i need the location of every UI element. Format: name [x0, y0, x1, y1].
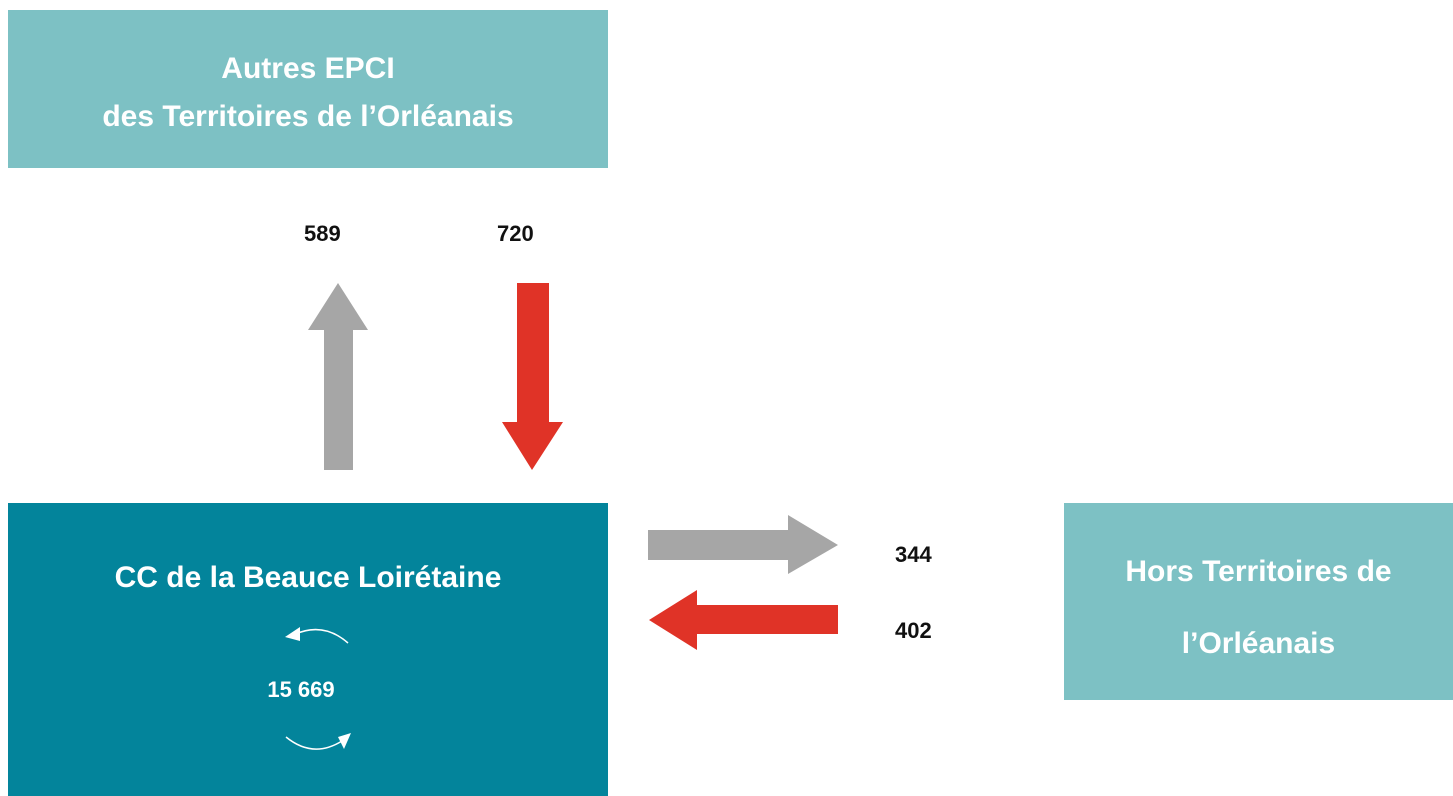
flow-value: 589 — [304, 221, 341, 246]
box-autres-epci: Autres EPCI des Territoires de l’Orléana… — [8, 10, 608, 168]
box-line: Hors Territoires de — [1125, 555, 1392, 588]
cycle-icon — [285, 627, 351, 750]
box-line: des Territoires de l’Orléanais — [102, 100, 514, 133]
flow-value: 344 — [895, 542, 932, 567]
arrow-up — [308, 283, 368, 470]
flow-value: 402 — [895, 618, 932, 643]
box-hors-territoires: Hors Territoires de l’Orléanais — [1064, 503, 1453, 700]
arrow-down — [502, 283, 563, 470]
box-line: l’Orléanais — [1181, 627, 1336, 660]
arrow-right — [648, 515, 838, 574]
box-cc-beauce: CC de la Beauce Loirétaine 15 669 — [8, 503, 608, 796]
arrow-left — [649, 590, 838, 650]
box-label: CC de la Beauce Loirétaine — [114, 561, 502, 594]
box-line: Autres EPCI — [221, 52, 395, 85]
flow-value: 720 — [497, 221, 534, 246]
internal-flow: 15 669 — [267, 677, 335, 702]
